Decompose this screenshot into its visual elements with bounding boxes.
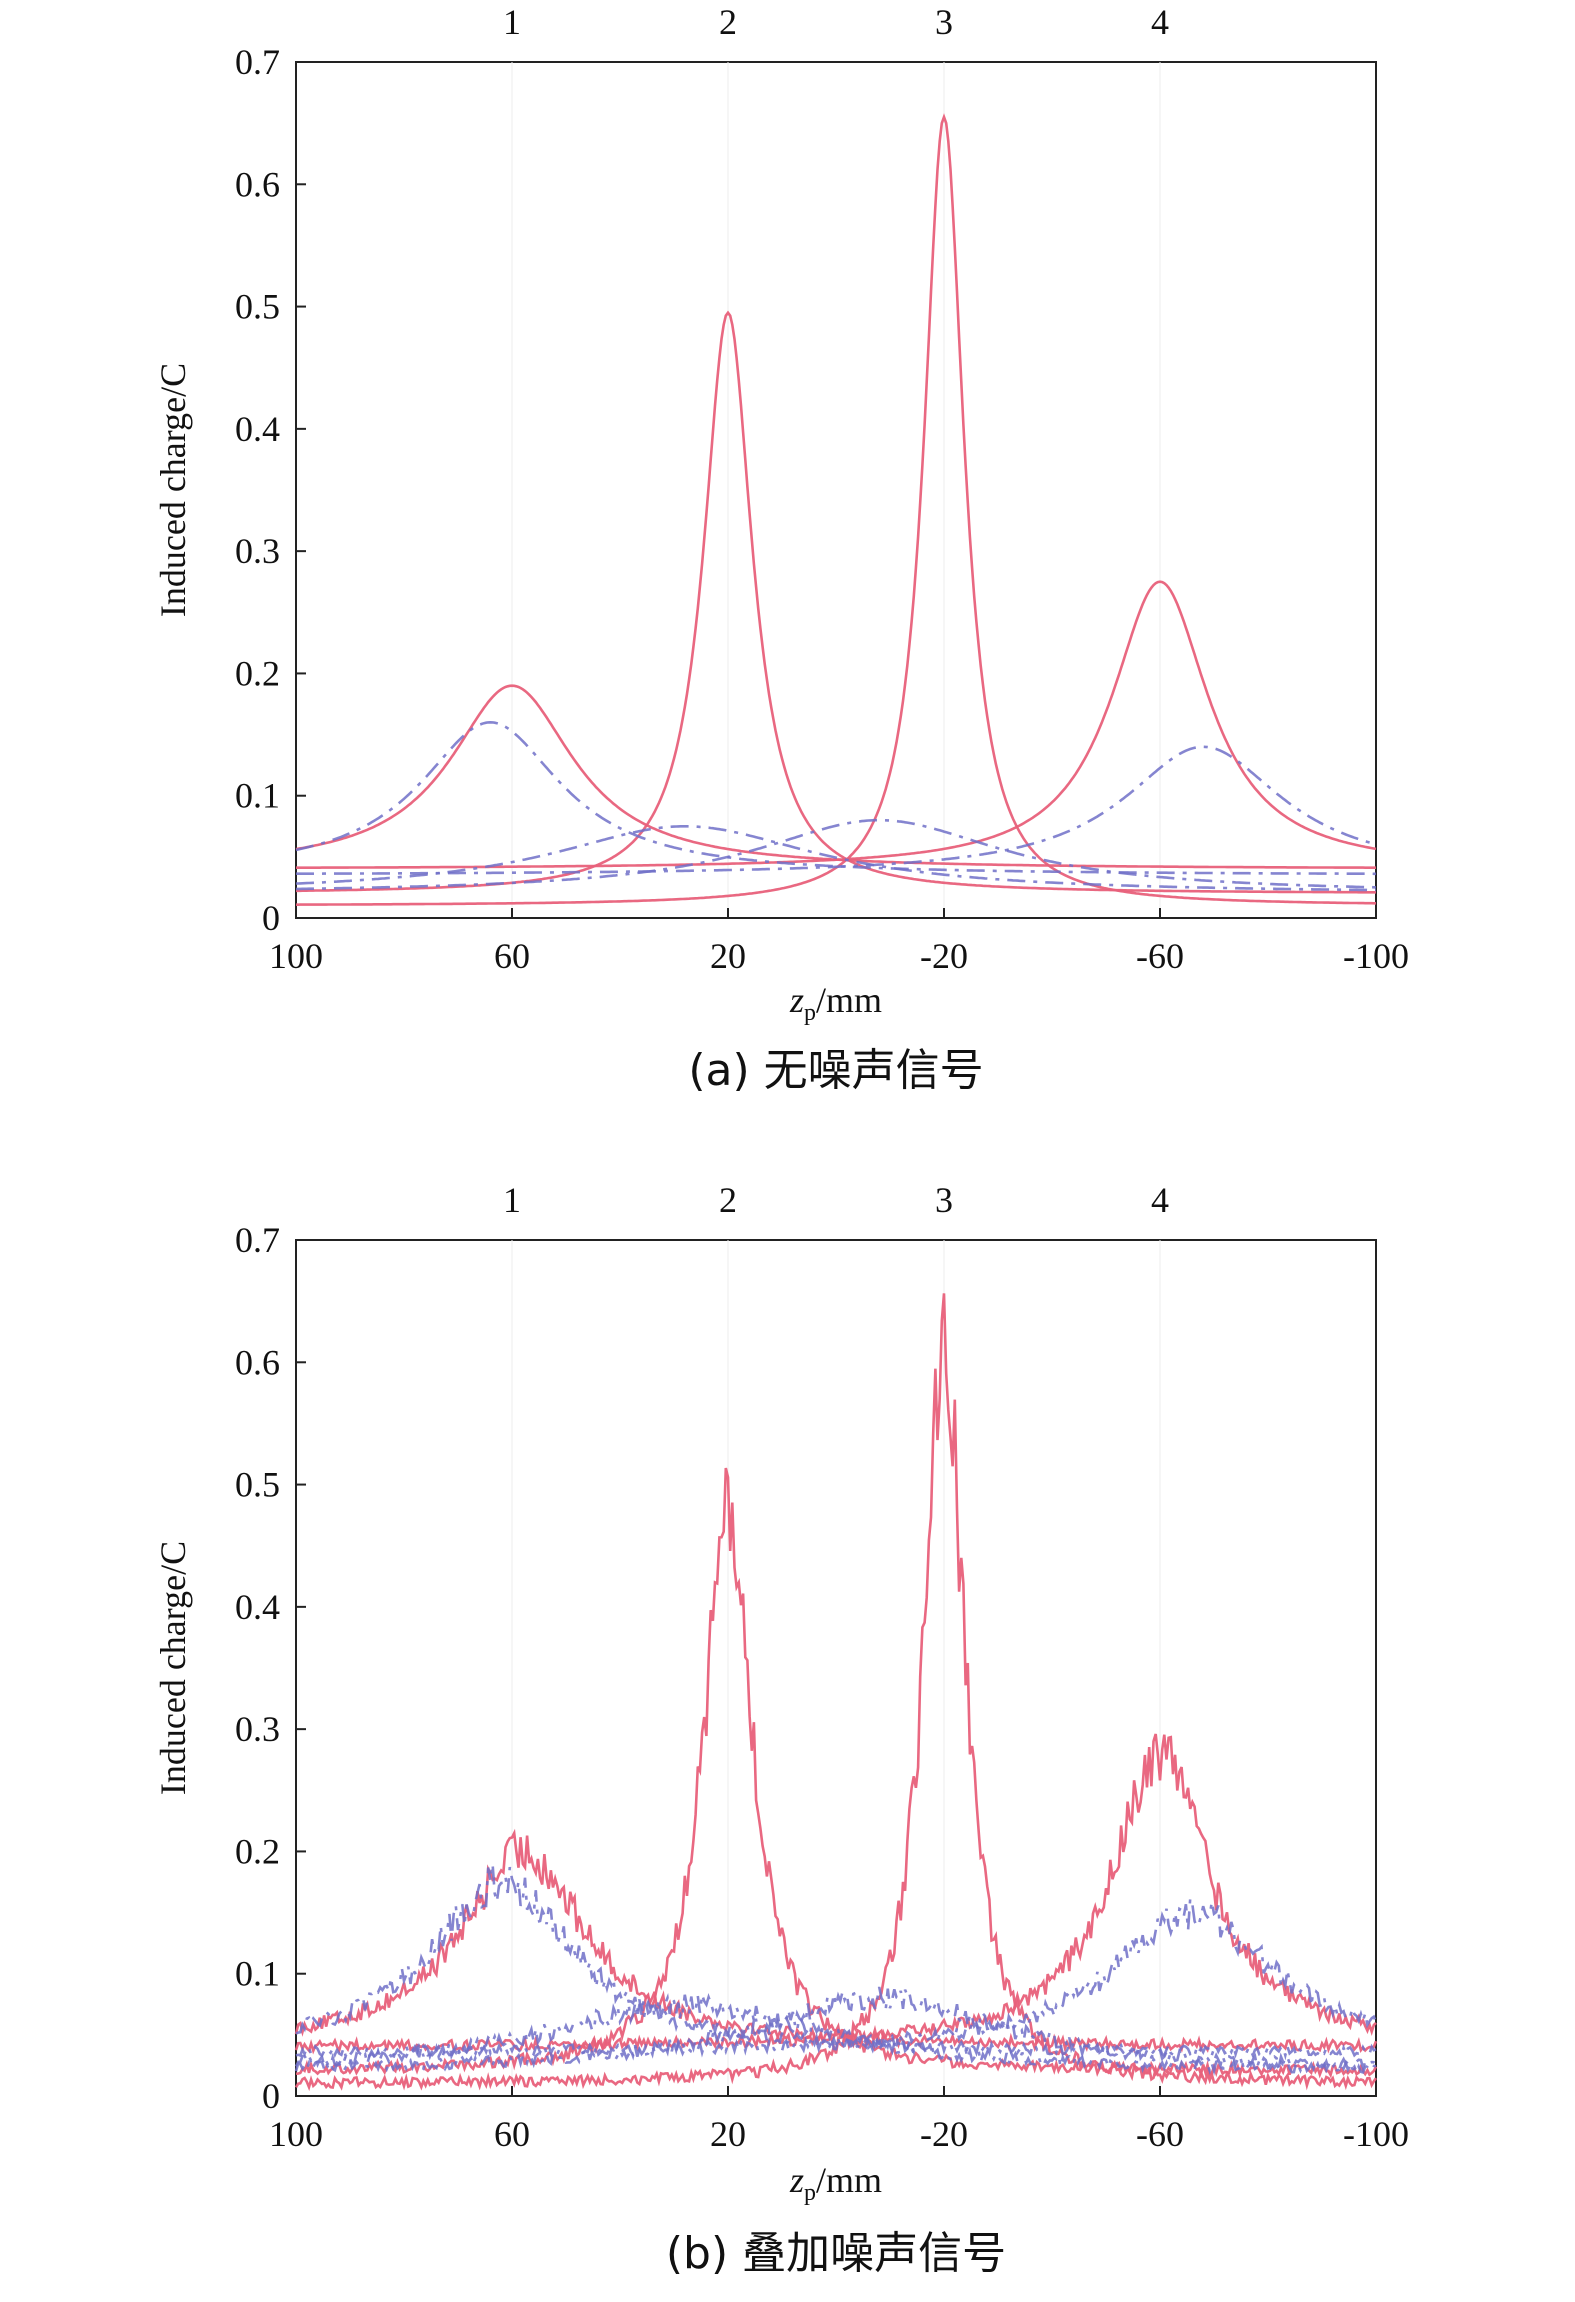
x-tick-label: 20	[710, 2114, 746, 2154]
y-tick-label: 0.3	[235, 531, 280, 571]
y-tick-label: 0.4	[235, 409, 280, 449]
x-tick-label: 60	[494, 936, 530, 976]
x-axis-label-sub-b: p	[804, 2180, 816, 2206]
series-lines-b	[294, 1293, 1378, 2092]
y-axis-label-b: Induced charge/C	[153, 1541, 193, 1795]
x-tick-label: -20	[920, 936, 968, 976]
plot-frame-a	[295, 61, 1377, 919]
y-ticks-b: 0 0.1 0.2 0.3 0.4 0.5 0.6 0.7	[235, 1220, 306, 2116]
x-tick-label: 100	[269, 2114, 323, 2154]
series-line-solid	[296, 113, 1376, 906]
y-tick-label: 0.1	[235, 1954, 280, 1994]
x-tick-label: -60	[1136, 2114, 1184, 2154]
x-axis-label-var-a: z	[789, 980, 804, 1020]
y-ticks-a: 0 0.1 0.2 0.3 0.4 0.5 0.6 0.7	[235, 42, 306, 938]
electrode-number-label: 4	[1151, 2, 1169, 42]
series-line-dashdot	[295, 825, 1376, 892]
y-tick-label: 0.6	[235, 164, 280, 204]
panel-a: 1 2 3 4 0 0.1 0.2 0.3 0.4 0.5 0.6 0.7 100 60 20 -20 -6…	[153, 2, 1409, 1096]
series-line-dashdot	[296, 745, 1377, 875]
y-tick-label: 0.5	[235, 287, 280, 327]
panel-b: 1 2 3 4 0 0.1 0.2 0.3 0.4 0.5 0.6 0.7 100 60 20 -20 -6…	[153, 1180, 1409, 2279]
x-axis-label-a: zp/mm	[789, 980, 882, 1026]
series-lines-a	[295, 113, 1377, 906]
y-tick-label: 0.2	[235, 653, 280, 693]
electrode-number-label: 3	[935, 1180, 953, 1220]
y-tick-label: 0.7	[235, 42, 280, 82]
series-line-solid	[294, 1293, 1378, 2092]
x-tick-label: -100	[1343, 2114, 1409, 2154]
y-tick-label: 0	[262, 2076, 280, 2116]
x-axis-label-b: zp/mm	[789, 2160, 882, 2206]
x-axis-label-unit-a: /mm	[816, 980, 882, 1020]
series-line-dashdot	[295, 1863, 1377, 2061]
caption-b: (b) 叠加噪声信号	[666, 2228, 1006, 2279]
x-tick-label: -60	[1136, 936, 1184, 976]
electrode-number-label: 2	[719, 1180, 737, 1220]
y-tick-label: 0.7	[235, 1220, 280, 1260]
series-line-solid	[294, 1733, 1377, 2055]
x-ticks-b: 100 60 20 -20 -60 -100	[269, 2086, 1409, 2154]
x-tick-label: -100	[1343, 936, 1409, 976]
y-axis-label-a: Induced charge/C	[153, 363, 193, 617]
series-line-dashdot	[295, 720, 1376, 876]
top-labels-a: 1 2 3 4	[503, 2, 1169, 918]
y-tick-label: 0.2	[235, 1831, 280, 1871]
series-line-dashdot	[294, 1986, 1377, 2074]
x-axis-label-unit-b: /mm	[816, 2160, 882, 2200]
series-line-solid	[294, 1828, 1378, 2054]
x-tick-label: 60	[494, 2114, 530, 2154]
y-tick-label: 0.6	[235, 1342, 280, 1382]
electrode-number-label: 2	[719, 2, 737, 42]
electrode-number-label: 3	[935, 2, 953, 42]
electrode-number-label: 1	[503, 2, 521, 42]
y-tick-label: 0.5	[235, 1465, 280, 1505]
y-tick-label: 0.4	[235, 1587, 280, 1627]
y-tick-label: 0.1	[235, 776, 280, 816]
caption-a: (a) 无噪声信号	[688, 1045, 983, 1096]
x-ticks-a: 100 60 20 -20 -60 -100	[269, 908, 1409, 976]
x-tick-label: 100	[269, 936, 323, 976]
series-line-solid	[296, 580, 1377, 869]
x-tick-label: 20	[710, 936, 746, 976]
top-labels-b: 1 2 3 4	[503, 1180, 1169, 2096]
x-tick-label: -20	[920, 2114, 968, 2154]
electrode-number-label: 1	[503, 1180, 521, 1220]
series-line-dashdot	[296, 818, 1376, 891]
x-axis-label-var-b: z	[789, 2160, 804, 2200]
y-tick-label: 0	[262, 898, 280, 938]
series-line-solid	[295, 1467, 1378, 2080]
series-line-solid	[296, 310, 1376, 894]
electrode-number-label: 4	[1151, 1180, 1169, 1220]
x-axis-label-sub-a: p	[804, 1000, 816, 1026]
series-line-dashdot	[295, 1898, 1378, 2060]
y-tick-label: 0.3	[235, 1709, 280, 1749]
plot-frame-b	[295, 1239, 1377, 2097]
